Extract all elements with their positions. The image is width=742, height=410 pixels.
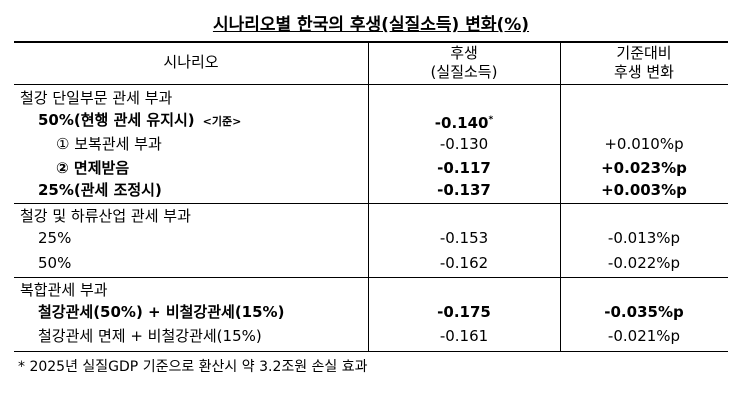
header-line: (실질소득) [430,63,498,81]
header-cell: 후생 (실질소득) [368,44,560,82]
row-label: 철강관세(50%) + 비철강관세(15%) [38,302,284,322]
welfare-value: -0.137 [368,180,560,200]
header-cell: 시나리오 [163,53,219,71]
row-label: 50%(현행 관세 유지시) <기준> [38,110,241,132]
change-value: -0.022%p [607,254,681,272]
label-text: 25%(관세 조정시) [38,181,162,199]
row-label: 50% [38,253,71,273]
change-value: +0.010%p [604,135,684,153]
value-text: -0.153 [439,229,489,247]
welfare-value: -0.130 [368,134,560,154]
welfare-value: -0.162 [368,253,560,273]
value-text: -0.161 [439,327,489,345]
group-heading: 복합관세 부과 [20,281,108,299]
value-text: -0.140 [434,114,489,132]
group-heading: 철강 및 하류산업 관세 부과 [20,207,191,225]
divider [368,42,369,352]
header-cell: 기준대비 후생 변화 [560,44,728,82]
label-text: 25% [38,229,72,247]
welfare-value: -0.175 [368,302,560,322]
welfare-value: -0.153 [368,228,560,248]
change-value: +0.023%p [601,159,687,177]
header-line: 후생 [450,44,478,62]
footnote-marker: * [488,115,494,125]
row-label: 25% [38,228,71,248]
rule [14,351,728,352]
row-label: ② 면제받음 [56,158,129,178]
rule [14,84,728,85]
header-line: 후생 변화 [614,63,674,81]
change-value: -0.021%p [607,327,681,345]
row-label: 철강관세 면제 + 비철강관세(15%) [38,326,262,346]
row-label: ① 보복관세 부과 [56,134,162,154]
row-label: 25%(관세 조정시) [38,180,162,200]
rule [14,277,728,278]
label-note: <기준> [202,115,242,128]
value-text: -0.175 [437,303,491,321]
group-heading: 철강 단일부문 관세 부과 [20,89,173,107]
change-value: +0.003%p [601,181,687,199]
welfare-value: -0.161 [368,326,560,346]
rule [14,41,728,43]
label-text: 50% [38,254,72,272]
rule [14,203,728,204]
value-text: -0.137 [437,181,491,199]
welfare-value: -0.117 [368,158,560,178]
label-text: ① 보복관세 부과 [56,135,162,153]
change-value: -0.035%p [604,303,684,321]
label-text: 철강관세(50%) + 비철강관세(15%) [38,303,285,321]
header-line: 기준대비 [616,44,672,62]
divider [560,42,561,352]
value-text: -0.117 [437,159,491,177]
title: 시나리오별 한국의 후생(실질소득) 변화(%) [212,15,530,35]
change-value: -0.013%p [607,229,681,247]
welfare-value: -0.140* [368,110,560,133]
value-text: -0.130 [439,135,489,153]
label-text: 철강관세 면제 + 비철강관세(15%) [38,327,262,345]
label-text: 50%(현행 관세 유지시) [38,111,195,129]
footnote: * 2025년 실질GDP 기준으로 환산시 약 3.2조원 손실 효과 [18,359,368,375]
value-text: -0.162 [439,254,489,272]
label-text: ② 면제받음 [56,159,130,177]
